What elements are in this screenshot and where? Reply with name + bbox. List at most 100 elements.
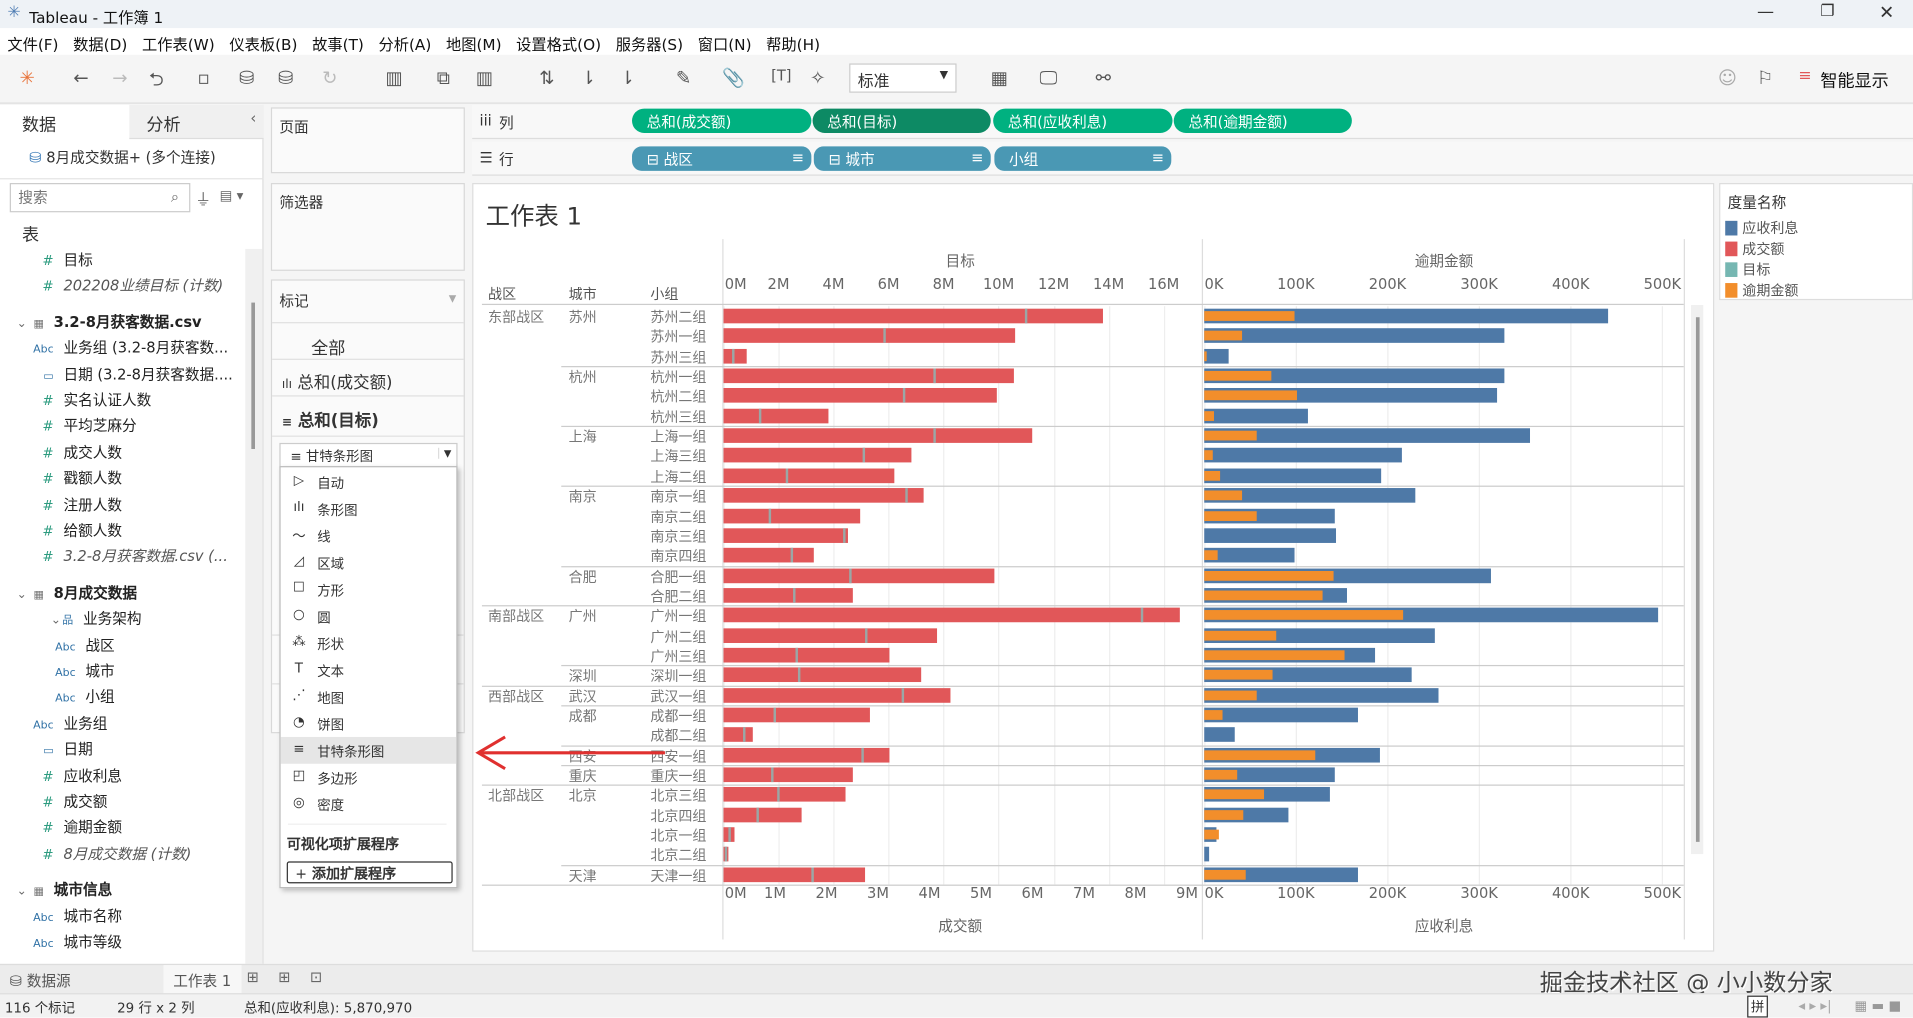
field-item[interactable]: Abc 城市 — [44, 660, 115, 681]
field-item[interactable]: # 应收利息 — [22, 765, 122, 786]
share-icon[interactable]: ⚯ — [1095, 67, 1111, 90]
collapse-icon[interactable]: ‹ — [250, 109, 257, 127]
filters-shelf[interactable]: 筛选器 — [270, 183, 465, 271]
column-pill-interest[interactable]: 总和(应收利息) — [993, 108, 1173, 133]
field-item[interactable]: # 给额人数 — [22, 520, 122, 541]
ime-indicator[interactable]: 拼 — [1747, 995, 1768, 1018]
table-header[interactable]: ⌄ ▦ 城市信息 — [0, 879, 113, 900]
menu-item[interactable]: 文件(F) — [7, 35, 59, 54]
column-pill-deal[interactable]: 总和(成交额) — [632, 108, 812, 133]
refresh-icon[interactable]: ↻ — [322, 67, 338, 90]
row-pill-group[interactable]: 小组 ≡ — [994, 146, 1172, 171]
row-pill-city[interactable]: ⊟ 城市 ≡ — [813, 146, 991, 171]
datasource-item[interactable]: ⛁ 8月成交数据+ (多个连接) — [29, 146, 215, 167]
mark-type-option[interactable]: 〜线 — [281, 522, 457, 549]
field-item[interactable]: Abc 城市等级 — [22, 931, 122, 952]
table-header[interactable]: ⌄ ▦ 8月成交数据 — [0, 582, 137, 603]
pages-shelf[interactable]: 页面 — [270, 107, 465, 174]
swap-icon[interactable]: ⇅ — [539, 67, 555, 90]
mark-type-option[interactable]: ☐ 方形 — [281, 576, 457, 603]
mark-type-option[interactable]: ⁂ 形状 — [281, 630, 457, 657]
chevron-down-icon[interactable]: ▼ — [448, 292, 457, 304]
legend-item[interactable]: 成交额 — [1725, 239, 1784, 259]
mark-type-option[interactable]: ◿ 区域 — [281, 549, 457, 576]
row-pill-zone[interactable]: ⊟ 战区 ≡ — [632, 146, 812, 171]
legend-item[interactable]: 目标 — [1725, 260, 1770, 280]
mark-type-option[interactable]: T 文本 — [281, 656, 457, 683]
show-me-button[interactable]: 智能显示 — [1820, 71, 1889, 92]
sheet-nav-icons[interactable]: ◂ ▸ ▸| — [1798, 998, 1832, 1014]
sort-icon[interactable]: ≡ — [791, 148, 805, 166]
pause-updates-icon[interactable]: ⛁ — [278, 67, 294, 90]
field-item[interactable]: Abc 城市名称 — [22, 905, 122, 926]
field-item[interactable]: Abc 战区 — [44, 634, 115, 655]
menu-item[interactable]: 分析(A) — [378, 35, 432, 54]
new-dashboard-icon[interactable]: ⊞ — [278, 968, 291, 986]
menu-item[interactable]: 工作表(W) — [141, 35, 215, 54]
mark-type-select[interactable]: ≡ 甘特条形图 ▼ — [279, 442, 458, 468]
marks-tab-all[interactable]: 全部 — [272, 322, 464, 371]
column-pill-overdue[interactable]: 总和(逾期金额) — [1173, 108, 1352, 133]
menu-item[interactable]: 设置格式(O) — [516, 35, 602, 54]
mark-type-option[interactable]: ⋰ 地图 — [281, 683, 457, 710]
tab-sheet-1[interactable]: 工作表 1 — [163, 965, 242, 995]
field-item[interactable]: ▭ 日期 (3.2-8月获客数据.... — [22, 363, 233, 384]
chevron-down-icon[interactable]: ⌄ — [16, 316, 27, 331]
mark-type-option[interactable]: ◎ 密度 — [281, 791, 457, 818]
mark-type-option[interactable]: ◔ 饼图 — [281, 710, 457, 737]
search-input[interactable] — [9, 183, 191, 213]
datasource-tab[interactable]: ⛁ 数据源 — [10, 970, 71, 991]
field-item[interactable]: # 平均芝麻分 — [22, 415, 137, 436]
field-item[interactable]: # 成交人数 — [22, 441, 122, 462]
filter-icon[interactable]: ⏚ — [195, 191, 212, 210]
signpost-icon[interactable]: ⚐ — [1756, 67, 1774, 90]
field-item[interactable]: # 成交额 — [22, 791, 107, 812]
field-item[interactable]: # 逾期金额 — [22, 817, 122, 838]
sort-asc-icon[interactable]: ⇂ — [580, 67, 597, 90]
menu-item[interactable]: 仪表板(B) — [229, 35, 298, 54]
menu-item[interactable]: 地图(M) — [445, 35, 502, 54]
redo-icon[interactable]: ⮌ — [148, 68, 164, 91]
restore-button[interactable]: ❐ — [1820, 2, 1835, 21]
chevron-down-icon[interactable]: ⌄ — [16, 884, 27, 899]
field-item[interactable]: #8月成交数据 (计数) — [22, 843, 191, 864]
menu-item[interactable]: 故事(T) — [312, 35, 364, 54]
field-item[interactable]: #202208业绩目标 (计数) — [22, 275, 223, 296]
field-item[interactable]: # 注册人数 — [22, 494, 122, 515]
menu-item[interactable]: 数据(D) — [73, 35, 128, 54]
field-item[interactable]: Abc 业务组 (3.2-8月获客数... — [22, 337, 228, 358]
mark-type-option[interactable]: ◰ 多边形 — [281, 764, 457, 791]
chevron-down-icon[interactable]: ⌄ — [50, 613, 62, 628]
minimize-button[interactable]: — — [1756, 2, 1775, 22]
mark-type-option[interactable]: ▷ 自动 — [281, 469, 457, 496]
legend-item[interactable]: 逾期金额 — [1725, 281, 1798, 301]
field-item[interactable]: # 戳额人数 — [22, 468, 122, 489]
show-cards-icon[interactable]: ▦ — [990, 67, 1009, 90]
menu-item[interactable]: 窗口(N) — [697, 35, 752, 54]
field-item[interactable]: Abc 业务组 — [22, 712, 107, 733]
table-header[interactable]: ⌄ ▦ 3.2-8月获客数据.csv — [0, 311, 202, 332]
new-story-icon[interactable]: ⊡ — [309, 968, 323, 986]
fit-select[interactable]: 标准 ▼ — [849, 63, 957, 93]
group-icon[interactable]: 📎 — [722, 67, 746, 90]
field-item[interactable]: ⌄品 业务架构 — [0, 608, 142, 629]
marks-tab-target[interactable]: ≡ 总和(目标) — [272, 395, 464, 437]
mark-type-option[interactable]: ≡ 甘特条形图 — [280, 736, 457, 764]
new-worksheet-icon[interactable]: ⊞ — [246, 968, 259, 986]
tableau-home-icon[interactable]: ✳ — [19, 67, 35, 90]
close-button[interactable]: ✕ — [1878, 1, 1895, 24]
menu-item[interactable]: 帮助(H) — [766, 35, 821, 54]
scrollbar[interactable] — [245, 248, 263, 964]
tab-analysis[interactable]: 分析 ‹ — [129, 104, 264, 140]
menu-item[interactable]: 服务器(S) — [615, 35, 684, 54]
view-options-icon[interactable]: ▤ ▾ — [219, 187, 244, 204]
field-item[interactable]: # 目标 — [22, 249, 93, 270]
tab-data[interactable]: 数据 — [0, 104, 130, 140]
field-item[interactable]: # 实名认证人数 — [22, 389, 151, 410]
presentation-icon[interactable]: 🖵 — [1039, 67, 1058, 90]
mark-type-option[interactable]: ılı 条形图 — [281, 495, 457, 522]
save-icon[interactable]: ▫ — [197, 67, 211, 90]
new-worksheet-icon[interactable]: ▥ — [385, 67, 403, 90]
ask-data-icon[interactable]: ☺ — [1717, 67, 1737, 90]
sort-icon[interactable]: ≡ — [971, 148, 984, 166]
